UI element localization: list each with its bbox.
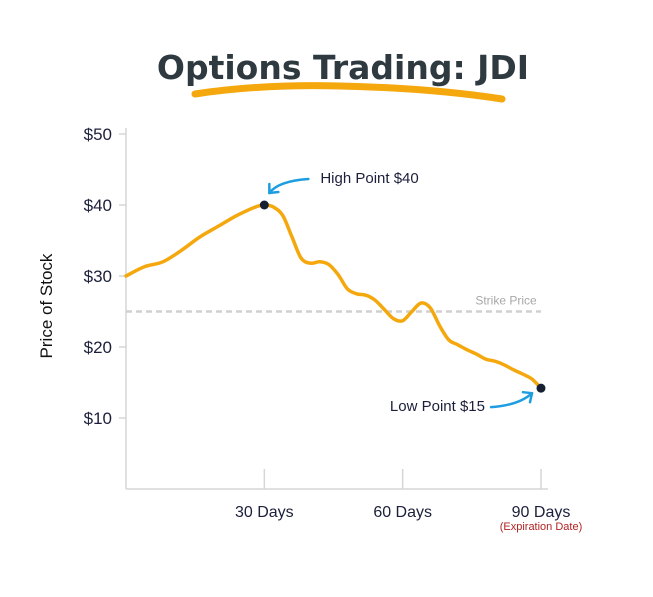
y-tick-label-2: $30	[84, 267, 112, 286]
y-ticks: $10 $20 $30 $40 $50	[84, 125, 126, 428]
x-tick-label-2: 90 Days	[512, 504, 571, 521]
x-tick-sublabel-2: (Expiration Date)	[500, 521, 583, 533]
high-point-arrow	[268, 177, 310, 195]
annotations: High Point $40 Low Point $15	[259, 170, 546, 415]
high-point-marker	[259, 200, 269, 210]
series-line-price	[124, 203, 543, 390]
y-axis-label: Price of Stock	[37, 253, 56, 358]
y-tick-label-0: $10	[84, 409, 112, 428]
low-point-arrow	[489, 391, 534, 409]
y-tick-label-1: $20	[84, 338, 112, 357]
x-tick-label-1: 60 Days	[373, 504, 432, 521]
title-underline	[191, 82, 506, 103]
chart-title: Options Trading: JDI	[157, 48, 529, 87]
low-point-label: Low Point $15	[390, 398, 485, 415]
high-point-label: High Point $40	[320, 170, 418, 187]
high-point-arrow-head	[268, 182, 280, 195]
x-tick-label-0: 30 Days	[235, 504, 294, 521]
low-point-arrow-head	[521, 390, 534, 404]
strike-price-label: Strike Price	[475, 294, 537, 308]
x-ticks: 30 Days 60 Days 90 Days(Expiration Date)	[235, 469, 582, 533]
low-point-marker	[536, 383, 546, 393]
y-tick-label-4: $50	[84, 125, 112, 144]
y-tick-label-3: $40	[84, 196, 112, 215]
